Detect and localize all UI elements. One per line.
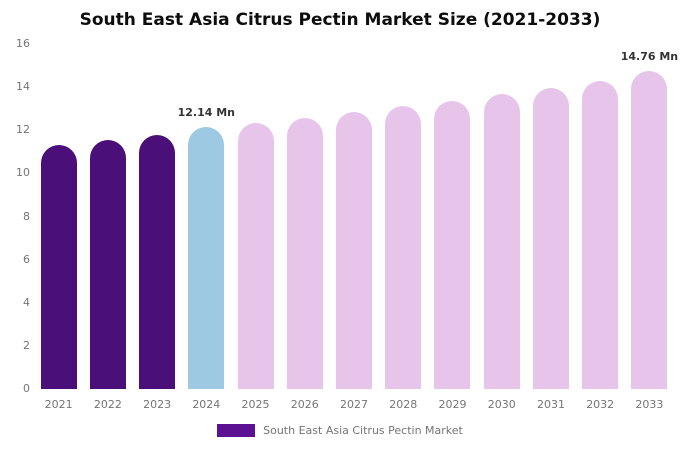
bar-2029 bbox=[434, 100, 471, 389]
x-tick-label: 2027 bbox=[340, 398, 369, 411]
bar-cell-2029 bbox=[428, 44, 477, 389]
x-tick-label: 2026 bbox=[290, 398, 319, 411]
x-tick-label: 2025 bbox=[241, 398, 270, 411]
y-tick-label: 4 bbox=[23, 295, 30, 309]
bar-2024 bbox=[188, 127, 225, 389]
bar-value-label: 14.76 Mn bbox=[620, 49, 679, 63]
x-tick-label: 2024 bbox=[192, 398, 221, 411]
bar-2032 bbox=[582, 81, 619, 389]
bar-2023 bbox=[139, 134, 176, 389]
x-tick-label: 2033 bbox=[635, 398, 664, 411]
bar-cell-2028 bbox=[379, 44, 428, 389]
y-tick-label: 16 bbox=[16, 37, 30, 50]
legend-label: South East Asia Citrus Pectin Market bbox=[263, 424, 463, 437]
y-tick-label: 14 bbox=[16, 80, 30, 94]
bar-2021 bbox=[40, 145, 77, 389]
legend: South East Asia Citrus Pectin Market bbox=[0, 424, 680, 437]
bar-cell-2021 bbox=[34, 44, 83, 389]
bar-2028 bbox=[385, 106, 422, 389]
legend-swatch bbox=[217, 424, 256, 437]
x-tick-label: 2031 bbox=[536, 398, 565, 411]
bar-cell-2025 bbox=[231, 44, 280, 389]
bars-container: 12.14 Mn 14.76 Mn bbox=[34, 44, 678, 389]
bar-2033 bbox=[631, 70, 668, 389]
bar-cell-2026 bbox=[280, 44, 329, 389]
bar-value-label: 12.14 Mn bbox=[177, 106, 236, 120]
bar-2030 bbox=[483, 94, 520, 389]
x-tick-label: 2021 bbox=[44, 398, 73, 411]
bar-cell-2024: 12.14 Mn bbox=[178, 44, 235, 389]
plot-area: 0 2 4 6 8 10 12 14 16 12.14 Mn 14.76 Mn bbox=[16, 38, 678, 395]
y-tick-label: 6 bbox=[23, 252, 30, 266]
bar-2022 bbox=[89, 139, 126, 389]
bar-2027 bbox=[336, 112, 373, 389]
bar-2026 bbox=[286, 117, 323, 389]
bar-2025 bbox=[237, 123, 274, 389]
y-tick-label: 0 bbox=[23, 382, 30, 395]
y-tick-label: 2 bbox=[23, 338, 30, 352]
x-tick-label: 2029 bbox=[438, 398, 467, 411]
bar-cell-2022 bbox=[83, 44, 132, 389]
bar-2031 bbox=[532, 88, 569, 389]
x-axis: 2021 2022 2023 2024 2025 2026 2027 2028 2029 2030… bbox=[34, 398, 674, 411]
bar-cell-2031 bbox=[526, 44, 575, 389]
y-tick-label: 10 bbox=[16, 166, 30, 180]
bar-cell-2033: 14.76 Mn bbox=[621, 44, 678, 389]
bar-cell-2023 bbox=[132, 44, 181, 389]
bar-cell-2032 bbox=[576, 44, 625, 389]
x-tick-label: 2022 bbox=[93, 398, 122, 411]
bar-cell-2030 bbox=[477, 44, 526, 389]
bar-cell-2027 bbox=[329, 44, 378, 389]
x-tick-label: 2030 bbox=[487, 398, 516, 411]
x-tick-label: 2032 bbox=[586, 398, 615, 411]
y-tick-label: 12 bbox=[16, 123, 30, 137]
chart-title: South East Asia Citrus Pectin Market Siz… bbox=[79, 10, 601, 30]
y-tick-label: 8 bbox=[23, 209, 30, 223]
x-tick-label: 2023 bbox=[143, 398, 172, 411]
x-tick-label: 2028 bbox=[389, 398, 418, 411]
